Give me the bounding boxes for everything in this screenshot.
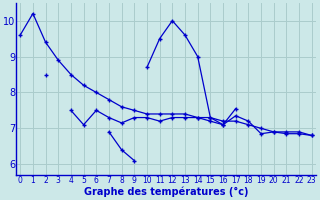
X-axis label: Graphe des températures (°c): Graphe des températures (°c) bbox=[84, 187, 248, 197]
